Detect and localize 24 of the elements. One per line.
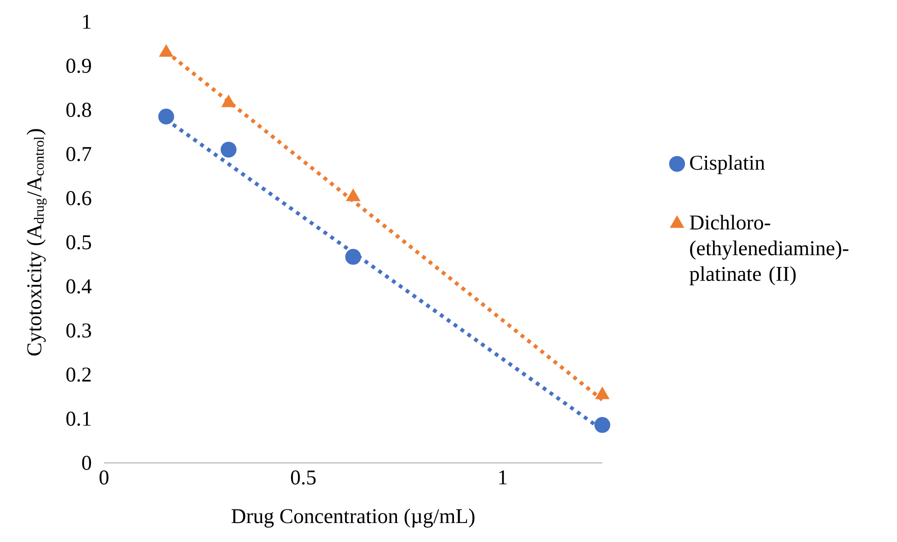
- y-tick-label: 0.2: [66, 368, 91, 382]
- point: [220, 142, 237, 158]
- y-axis-title: Cytotoxicity (A$_{drug}$/A$_{control}$): [26, 129, 47, 356]
- point: [346, 188, 360, 202]
- point: [222, 94, 236, 108]
- x-axis-title: Drug Concentration (µg/mL): [232, 508, 474, 528]
- y-tick-label: 0.1: [66, 412, 91, 426]
- point: [159, 44, 174, 57]
- y-tick-label: 0.7: [66, 146, 92, 162]
- legend-label: Cisplatin: [690, 155, 765, 174]
- y-tick-label: 0.9: [66, 58, 91, 73]
- x-tick-label: 0.5: [290, 470, 316, 485]
- legend-label: Dichloro-(ethylenediamine)-platinate (II): [690, 214, 848, 286]
- y-tick-label: 0.8: [66, 102, 92, 118]
- y-tick-label: 0: [82, 456, 92, 470]
- y-tick-label: 0.5: [66, 235, 92, 250]
- y-tick-label: 0.6: [66, 191, 92, 206]
- x-tick-label: 1: [499, 470, 507, 484]
- point: [345, 248, 362, 265]
- point: [594, 417, 610, 433]
- y-tick-label: 0.3: [66, 323, 92, 338]
- y-tick-label: 0.4: [66, 279, 92, 294]
- x-tick-label: 0: [100, 470, 108, 485]
- y-tick-label: 1: [83, 14, 91, 29]
